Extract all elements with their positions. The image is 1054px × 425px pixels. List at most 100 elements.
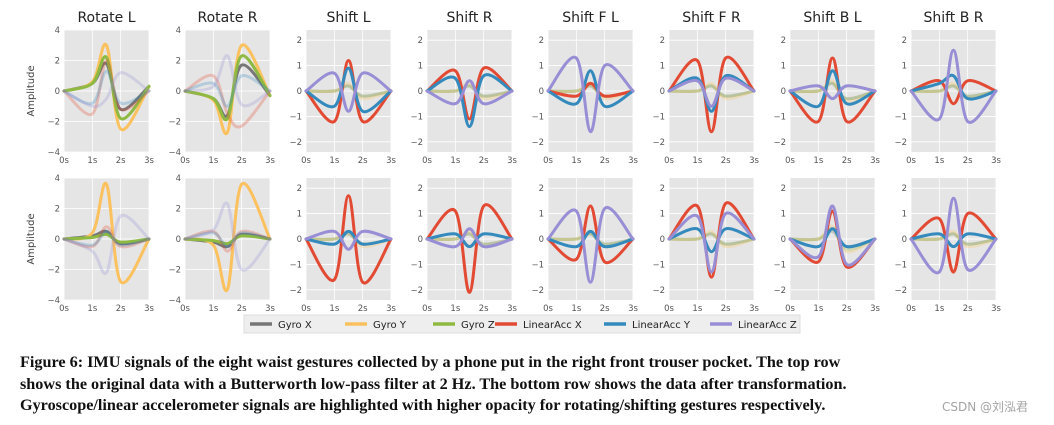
series-line-linearacc-y bbox=[183, 231, 272, 249]
series-line-gyro-z bbox=[667, 232, 756, 246]
watermark-text: CSDN @刘泓君 bbox=[942, 400, 1029, 414]
series-line-gyro-z bbox=[183, 234, 272, 246]
y-tick-label: 0 bbox=[781, 235, 786, 245]
y-tick-label: −4 bbox=[168, 296, 181, 306]
y-tick-label: 1 bbox=[418, 210, 423, 220]
y-tick-label: 2 bbox=[176, 57, 181, 67]
series-line-linearacc-x bbox=[546, 81, 635, 98]
y-tick-label: −1 bbox=[531, 112, 544, 122]
series-line-gyro-x bbox=[667, 232, 756, 246]
y-tick-label: 2 bbox=[539, 36, 544, 46]
caption-line-2: shows the original data with a Butterwor… bbox=[20, 374, 847, 393]
x-tick-label: 2s bbox=[963, 156, 973, 166]
y-tick-label: 1 bbox=[781, 62, 786, 72]
series-line-linearacc-y bbox=[425, 73, 514, 129]
legend-label-linearacc-z: LinearAcc Z bbox=[738, 320, 797, 331]
y-tick-label: 4 bbox=[55, 26, 60, 36]
x-tick-label: 0s bbox=[785, 304, 795, 314]
x-tick-label: 3s bbox=[265, 156, 275, 166]
series-line-gyro-z bbox=[909, 232, 998, 246]
y-tick-label: −4 bbox=[168, 148, 181, 158]
legend-box bbox=[243, 314, 801, 334]
series-line-linearacc-x bbox=[788, 56, 877, 124]
y-tick-label: 0 bbox=[176, 87, 181, 97]
y-tick-label: 2 bbox=[781, 36, 786, 46]
y-tick-label: 0 bbox=[539, 87, 544, 97]
y-tick-label: −2 bbox=[894, 138, 907, 148]
x-tick-label: 3s bbox=[386, 304, 396, 314]
x-tick-label: 1s bbox=[934, 156, 944, 166]
y-tick-label: 0 bbox=[660, 235, 665, 245]
x-tick-label: 0s bbox=[543, 304, 553, 314]
x-tick-label: 2s bbox=[600, 304, 610, 314]
panel-bottom-shift-f-r: 2 1 0 −1 −2 0s 1s 2s 3s bbox=[652, 178, 759, 314]
series-line-linearacc-y bbox=[62, 69, 151, 106]
y-tick-label: 1 bbox=[902, 62, 907, 72]
y-tick-label: −2 bbox=[168, 266, 181, 276]
series-line-gyro-y bbox=[788, 79, 877, 103]
series-line-linearacc-x bbox=[909, 79, 998, 106]
x-tick-label: 0s bbox=[543, 156, 553, 166]
y-tick-label: 2 bbox=[55, 205, 60, 215]
series-line-linearacc-z bbox=[183, 201, 272, 272]
y-tick-label: −2 bbox=[410, 138, 423, 148]
x-tick-label: 3s bbox=[991, 156, 1001, 166]
y-tick-label: −1 bbox=[773, 260, 786, 270]
y-tick-label: 1 bbox=[781, 210, 786, 220]
y-tick-label: 1 bbox=[297, 62, 302, 72]
legend-label-gyro-z: Gyro Z bbox=[461, 320, 495, 331]
y-tick-label: 4 bbox=[176, 26, 181, 36]
x-tick-label: 2s bbox=[116, 156, 126, 166]
panel-bottom-rotate-l: 4 2 0 −2 −40s 1s 2s 3s Amplitude bbox=[26, 174, 154, 314]
x-tick-label: 1s bbox=[813, 156, 823, 166]
series-line-linearacc-z bbox=[62, 213, 151, 276]
series-line-gyro-x bbox=[546, 232, 635, 246]
x-tick-label: 2s bbox=[237, 304, 247, 314]
y-tick-label: 2 bbox=[660, 184, 665, 194]
y-tick-label: 0 bbox=[902, 87, 907, 97]
y-tick-label: −4 bbox=[47, 148, 60, 158]
series-line-linearacc-y bbox=[62, 229, 151, 247]
series-line-gyro-y bbox=[667, 81, 756, 101]
x-tick-label: 3s bbox=[749, 304, 759, 314]
y-tick-label: 2 bbox=[902, 184, 907, 194]
legend-label-linearacc-x: LinearAcc X bbox=[523, 320, 582, 331]
y-tick-label: 0 bbox=[297, 87, 302, 97]
y-tick-label: 0 bbox=[781, 87, 786, 97]
panel-bottom-shift-l: 2 1 0 −1 −2 0s 1s 2s 3s bbox=[289, 178, 396, 314]
series-line-linearacc-x bbox=[62, 58, 151, 117]
series-line-linearacc-y bbox=[788, 69, 877, 109]
x-tick-label: 0s bbox=[59, 156, 69, 166]
y-tick-label: 2 bbox=[539, 184, 544, 194]
x-tick-label: 3s bbox=[870, 304, 880, 314]
x-tick-label: 0s bbox=[785, 156, 795, 166]
panel-top-shift-f-l: 2 1 0 −1 −2 0s 1s 2s 3s Shift F L bbox=[531, 10, 638, 166]
series-line-gyro-x bbox=[909, 84, 998, 98]
y-tick-label: −1 bbox=[289, 260, 302, 270]
y-tick-label: 0 bbox=[418, 87, 423, 97]
series-line-linearacc-y bbox=[667, 227, 756, 254]
x-tick-label: 3s bbox=[749, 156, 759, 166]
y-tick-label: 2 bbox=[297, 36, 302, 46]
series-line-gyro-x bbox=[425, 232, 514, 246]
y-tick-label: −4 bbox=[47, 296, 60, 306]
series-line-linearacc-x bbox=[425, 203, 514, 294]
panel-bottom-shift-b-r: 2 1 0 −1 −2 0s 1s 2s 3s bbox=[894, 178, 1001, 314]
series-line-gyro-x bbox=[425, 84, 514, 98]
series-line-linearacc-y bbox=[788, 227, 877, 249]
y-tick-label: −2 bbox=[168, 118, 181, 128]
x-tick-label: 1s bbox=[208, 304, 218, 314]
x-tick-label: 3s bbox=[991, 304, 1001, 314]
x-tick-label: 2s bbox=[358, 304, 368, 314]
panel-title: Shift R bbox=[447, 10, 493, 26]
series-line-gyro-x bbox=[909, 232, 998, 246]
x-tick-label: 3s bbox=[507, 304, 517, 314]
series-line-linearacc-x bbox=[183, 229, 272, 253]
series-line-linearacc-z bbox=[546, 206, 635, 284]
x-tick-label: 0s bbox=[301, 304, 311, 314]
series-line-linearacc-y bbox=[909, 232, 998, 249]
series-line-linearacc-y bbox=[546, 229, 635, 249]
x-tick-label: 0s bbox=[422, 156, 432, 166]
x-tick-label: 3s bbox=[870, 156, 880, 166]
panel-top-rotate-l: 4 2 0 −2 −40s 1s 2s 3s Rotate L Amplitude bbox=[26, 10, 154, 166]
